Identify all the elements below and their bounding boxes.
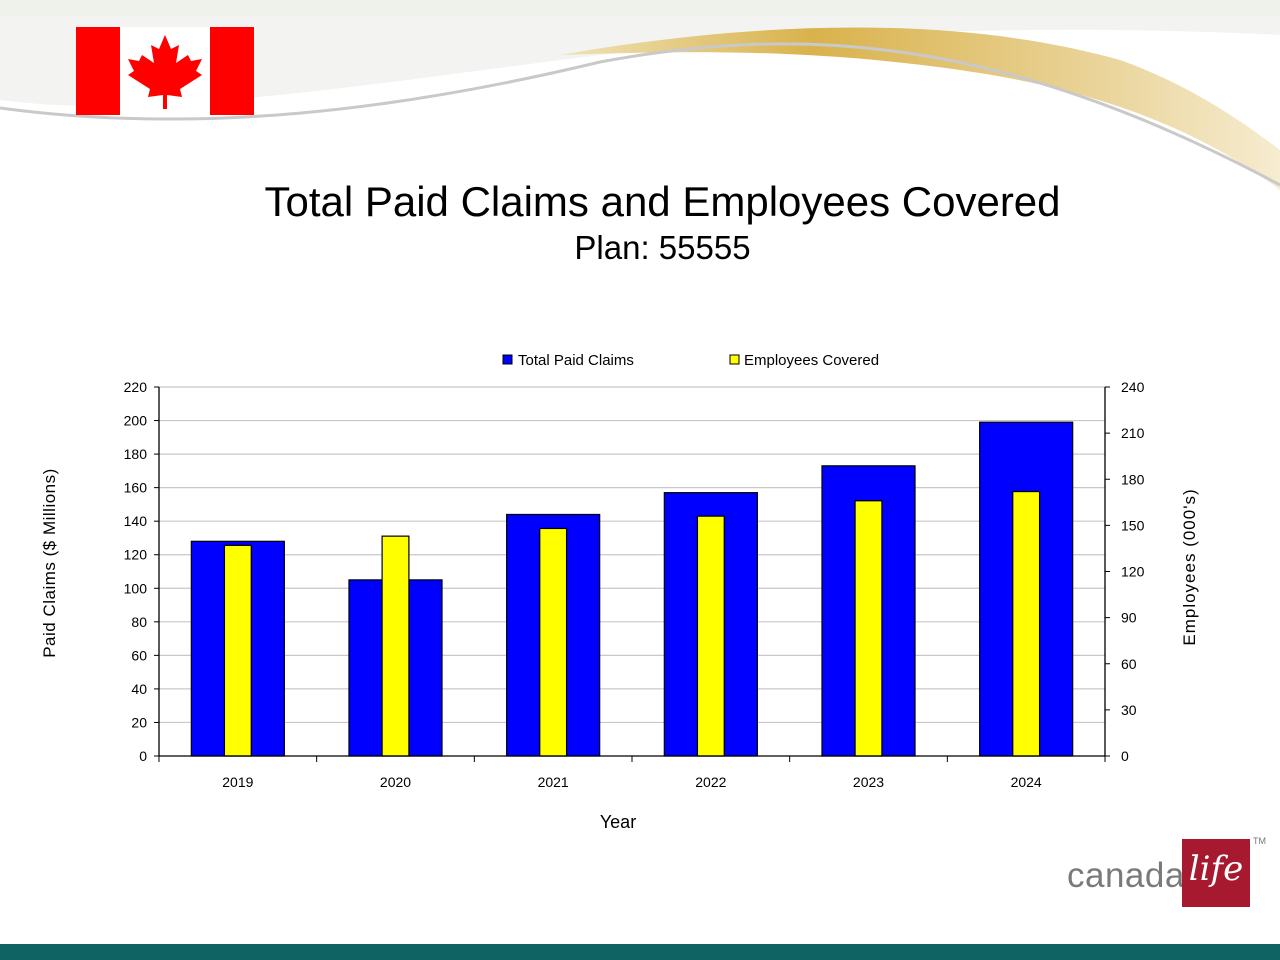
y2-tick-label: 0 [1121,748,1129,764]
bar-employees-covered [696,515,725,757]
legend-label-employees-covered: Employees Covered [744,352,879,369]
legend-swatch-total-paid-claims [502,354,513,365]
bar-employees-covered [854,500,883,757]
canada-flag [76,27,254,115]
footer-band [0,944,1280,960]
y-tick-label: 100 [124,580,148,596]
bar-employees-covered [1012,490,1041,757]
logo-box: life [1182,839,1250,907]
logo-text: canada [1067,856,1185,895]
y-tick-label: 180 [124,446,148,462]
header-swoosh [0,0,1280,190]
x-tick-label: 2024 [1011,774,1042,790]
y2-tick-label: 120 [1121,564,1145,580]
y-tick-label: 220 [124,379,148,395]
legend-swatch-employees-covered [729,354,740,365]
axes: 0 20 40 60 80 100 120 140 160 180 200 220 0 30 60 90 120… [124,379,1145,790]
y-tick-label: 140 [124,513,148,529]
y2-tick-label: 60 [1121,656,1137,672]
y-tick-label: 120 [124,547,148,563]
y2-tick-label: 210 [1121,425,1145,441]
bar-employees-covered [539,527,568,757]
slide-title: Total Paid Claims and Employees Covered [264,178,1061,225]
y-tick-label: 200 [124,413,148,429]
x-tick-label: 2023 [853,774,884,790]
y-tick-label: 40 [131,681,147,697]
y2-tick-label: 180 [1121,471,1145,487]
bar-employees-covered [381,535,410,757]
x-tick-label: 2019 [222,774,253,790]
x-axis-title: Year [600,812,636,832]
y-tick-label: 160 [124,480,148,496]
y-tick-label: 20 [131,714,147,730]
legend-label-total-paid-claims: Total Paid Claims [518,352,634,369]
legend: Total Paid Claims Employees Covered [502,352,879,369]
x-tick-label: 2022 [695,774,726,790]
slide-subtitle: Plan: 55555 [574,229,751,266]
y-tick-label: 0 [139,748,147,764]
bar-employees-covered [223,544,252,757]
y-axis-title: Paid Claims ($ Millions) [40,468,59,658]
y2-tick-label: 240 [1121,379,1145,395]
canada-life-logo: canada life TM [1060,834,1266,910]
logo-script: life [1188,849,1244,889]
y2-tick-label: 90 [1121,610,1137,626]
gridlines [159,386,1105,724]
y2-tick-label: 150 [1121,517,1145,533]
y2-tick-label: 30 [1121,702,1137,718]
y-tick-label: 80 [131,614,147,630]
bars [190,421,1074,757]
x-tick-label: 2020 [380,774,411,790]
y-tick-label: 60 [131,647,147,663]
y2-axis-title: Employees (000's) [1180,488,1199,645]
x-tick-label: 2021 [538,774,569,790]
logo-trademark: TM [1253,836,1266,846]
